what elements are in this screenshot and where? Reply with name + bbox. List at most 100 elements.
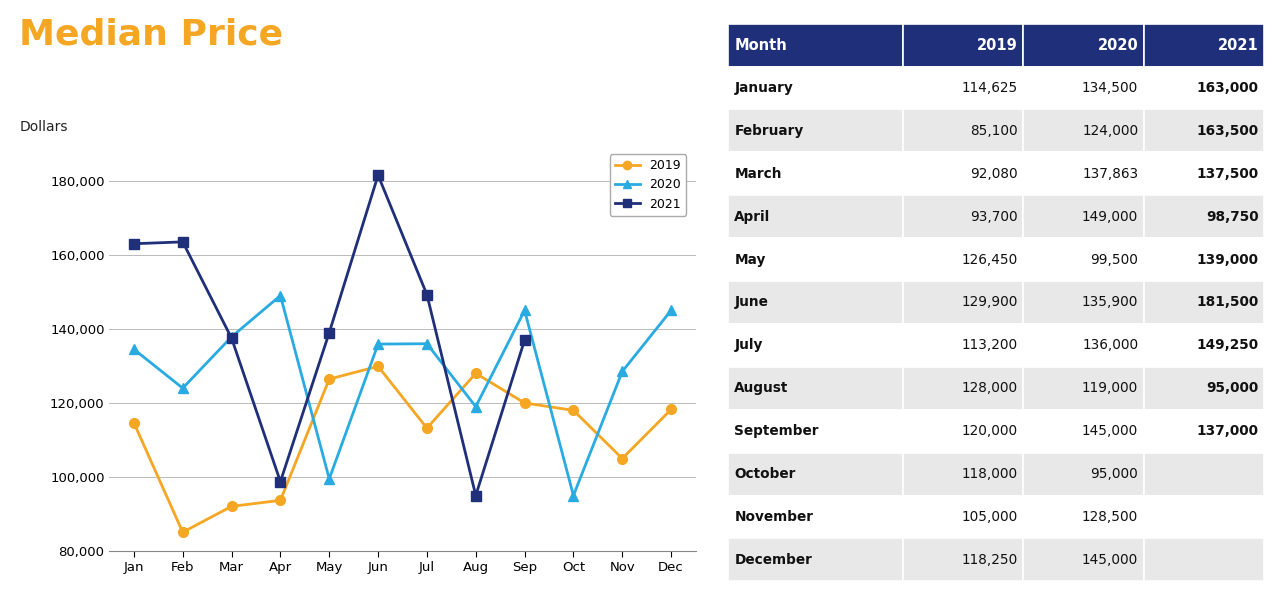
Text: 136,000: 136,000 bbox=[1082, 338, 1139, 352]
Text: 137,863: 137,863 bbox=[1082, 167, 1139, 181]
Text: 93,700: 93,700 bbox=[970, 210, 1018, 223]
Text: 126,450: 126,450 bbox=[962, 253, 1018, 267]
Text: March: March bbox=[734, 167, 782, 181]
Text: January: January bbox=[734, 81, 793, 95]
Text: 124,000: 124,000 bbox=[1082, 124, 1139, 138]
Bar bbox=[728, 238, 903, 281]
Text: November: November bbox=[734, 510, 813, 524]
Text: Month: Month bbox=[734, 38, 787, 53]
Text: October: October bbox=[734, 467, 796, 481]
Text: 137,000: 137,000 bbox=[1197, 424, 1258, 438]
Text: 99,500: 99,500 bbox=[1091, 253, 1139, 267]
Bar bbox=[728, 324, 903, 367]
Text: 135,900: 135,900 bbox=[1082, 295, 1139, 310]
Bar bbox=[1023, 152, 1144, 195]
Text: 114,625: 114,625 bbox=[962, 81, 1018, 95]
Bar bbox=[728, 453, 903, 495]
Bar bbox=[903, 238, 1023, 281]
Text: Dollars: Dollars bbox=[19, 120, 68, 134]
Text: 145,000: 145,000 bbox=[1082, 553, 1139, 567]
Bar bbox=[903, 367, 1023, 410]
Bar bbox=[1023, 281, 1144, 324]
Legend: 2019, 2020, 2021: 2019, 2020, 2021 bbox=[609, 154, 687, 216]
Bar bbox=[1023, 23, 1144, 66]
Text: 120,000: 120,000 bbox=[962, 424, 1018, 438]
Bar bbox=[1144, 410, 1264, 453]
Bar bbox=[1144, 66, 1264, 110]
Bar bbox=[903, 23, 1023, 66]
Text: February: February bbox=[734, 124, 804, 138]
Text: 105,000: 105,000 bbox=[962, 510, 1018, 524]
Text: 163,500: 163,500 bbox=[1197, 124, 1258, 138]
Text: 129,900: 129,900 bbox=[961, 295, 1018, 310]
Bar bbox=[728, 152, 903, 195]
Bar bbox=[903, 281, 1023, 324]
Bar bbox=[1023, 410, 1144, 453]
Bar bbox=[903, 195, 1023, 238]
Text: 92,080: 92,080 bbox=[970, 167, 1018, 181]
Text: 134,500: 134,500 bbox=[1082, 81, 1139, 95]
Text: Median Price: Median Price bbox=[19, 18, 283, 52]
Bar bbox=[903, 453, 1023, 495]
Bar bbox=[1144, 195, 1264, 238]
Text: 95,000: 95,000 bbox=[1207, 382, 1258, 395]
Text: 139,000: 139,000 bbox=[1197, 253, 1258, 267]
Bar bbox=[1144, 23, 1264, 66]
Bar bbox=[1023, 324, 1144, 367]
Bar bbox=[1023, 110, 1144, 152]
Bar bbox=[903, 539, 1023, 582]
Bar bbox=[728, 195, 903, 238]
Text: 149,250: 149,250 bbox=[1197, 338, 1258, 352]
Bar bbox=[728, 281, 903, 324]
Text: 163,000: 163,000 bbox=[1197, 81, 1258, 95]
Bar bbox=[1144, 152, 1264, 195]
Text: 128,500: 128,500 bbox=[1082, 510, 1139, 524]
Text: 95,000: 95,000 bbox=[1091, 467, 1139, 481]
Text: July: July bbox=[734, 338, 762, 352]
Text: June: June bbox=[734, 295, 768, 310]
Text: 119,000: 119,000 bbox=[1082, 382, 1139, 395]
Bar bbox=[1144, 110, 1264, 152]
Bar bbox=[728, 410, 903, 453]
Text: May: May bbox=[734, 253, 765, 267]
Bar bbox=[728, 367, 903, 410]
Text: 2021: 2021 bbox=[1218, 38, 1258, 53]
Text: 145,000: 145,000 bbox=[1082, 424, 1139, 438]
Text: 137,500: 137,500 bbox=[1197, 167, 1258, 181]
Bar bbox=[903, 410, 1023, 453]
Bar bbox=[1023, 195, 1144, 238]
Text: April: April bbox=[734, 210, 770, 223]
Bar bbox=[728, 539, 903, 582]
Bar bbox=[1023, 539, 1144, 582]
Bar bbox=[1144, 281, 1264, 324]
Bar bbox=[903, 324, 1023, 367]
Text: 118,000: 118,000 bbox=[962, 467, 1018, 481]
Bar bbox=[903, 152, 1023, 195]
Bar bbox=[903, 110, 1023, 152]
Bar bbox=[1023, 495, 1144, 539]
Bar bbox=[903, 66, 1023, 110]
Bar bbox=[1144, 367, 1264, 410]
Text: 2020: 2020 bbox=[1097, 38, 1139, 53]
Text: 2019: 2019 bbox=[978, 38, 1018, 53]
Bar bbox=[1144, 324, 1264, 367]
Text: 113,200: 113,200 bbox=[962, 338, 1018, 352]
Bar bbox=[1023, 453, 1144, 495]
Text: 118,250: 118,250 bbox=[962, 553, 1018, 567]
Bar bbox=[728, 66, 903, 110]
Bar bbox=[728, 495, 903, 539]
Bar bbox=[728, 110, 903, 152]
Bar bbox=[1144, 539, 1264, 582]
Bar bbox=[1023, 367, 1144, 410]
Text: 128,000: 128,000 bbox=[962, 382, 1018, 395]
Bar bbox=[1144, 238, 1264, 281]
Text: 181,500: 181,500 bbox=[1197, 295, 1258, 310]
Text: September: September bbox=[734, 424, 819, 438]
Text: 85,100: 85,100 bbox=[970, 124, 1018, 138]
Bar bbox=[1023, 238, 1144, 281]
Bar bbox=[728, 23, 903, 66]
Text: December: December bbox=[734, 553, 813, 567]
Bar bbox=[1023, 66, 1144, 110]
Text: 98,750: 98,750 bbox=[1206, 210, 1258, 223]
Text: August: August bbox=[734, 382, 788, 395]
